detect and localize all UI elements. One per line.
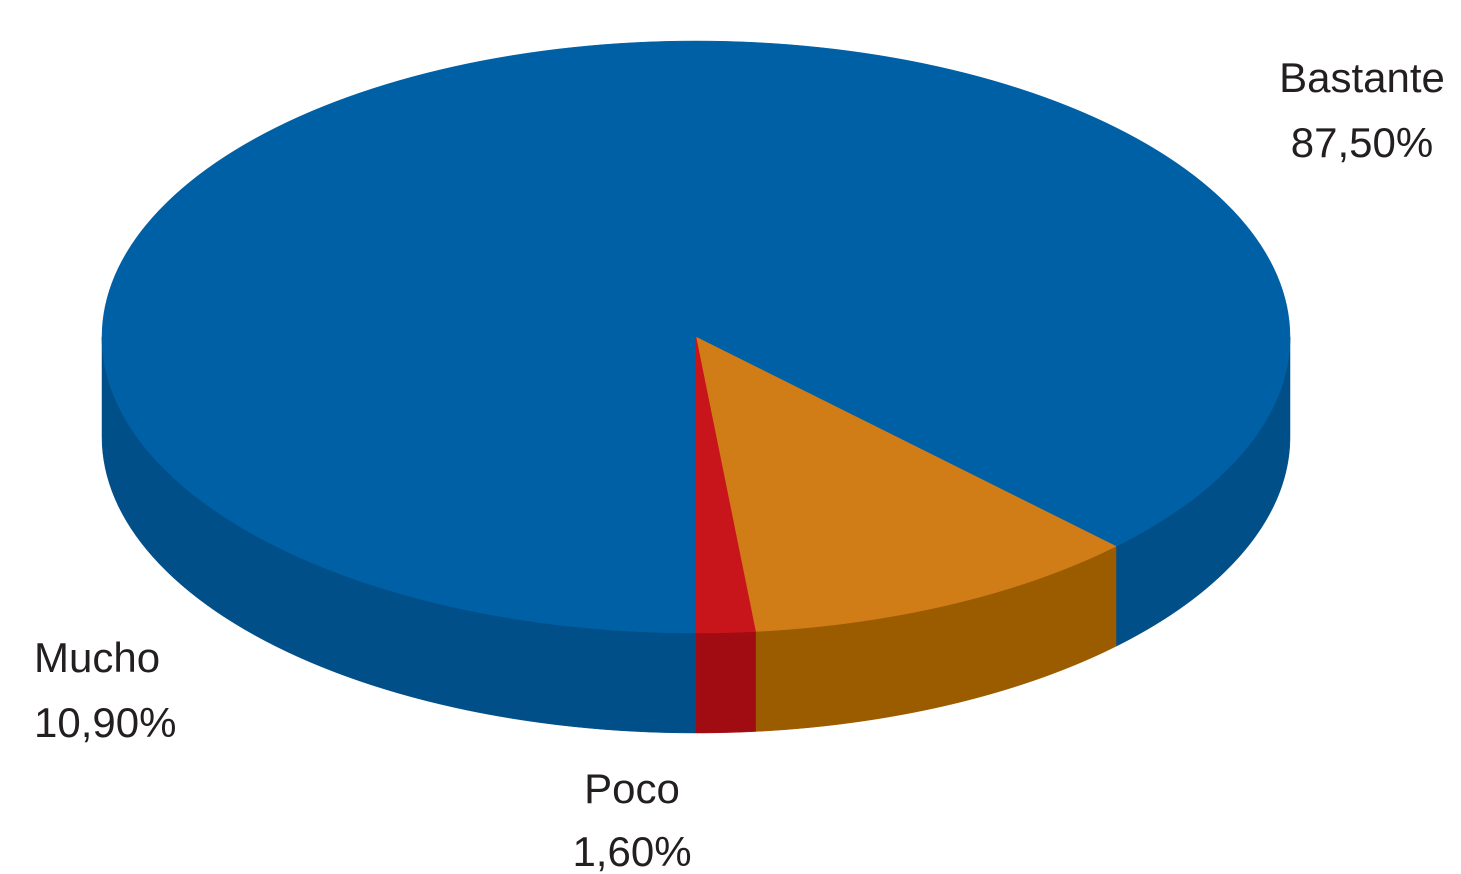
label-mucho-name: Mucho [34,634,160,681]
label-mucho-value: 10,90% [34,699,176,746]
label-poco-name: Poco [584,765,680,812]
label-bastante-value: 87,50% [1291,119,1433,166]
pie-tops [101,40,1291,634]
label-poco-value: 1,60% [572,828,691,874]
pie-slice-poco [695,336,756,634]
pie-side-poco [695,631,756,734]
pie-slice-mucho [695,336,1117,632]
pie-sides [101,336,1291,734]
label-bastante-name: Bastante [1279,54,1445,101]
